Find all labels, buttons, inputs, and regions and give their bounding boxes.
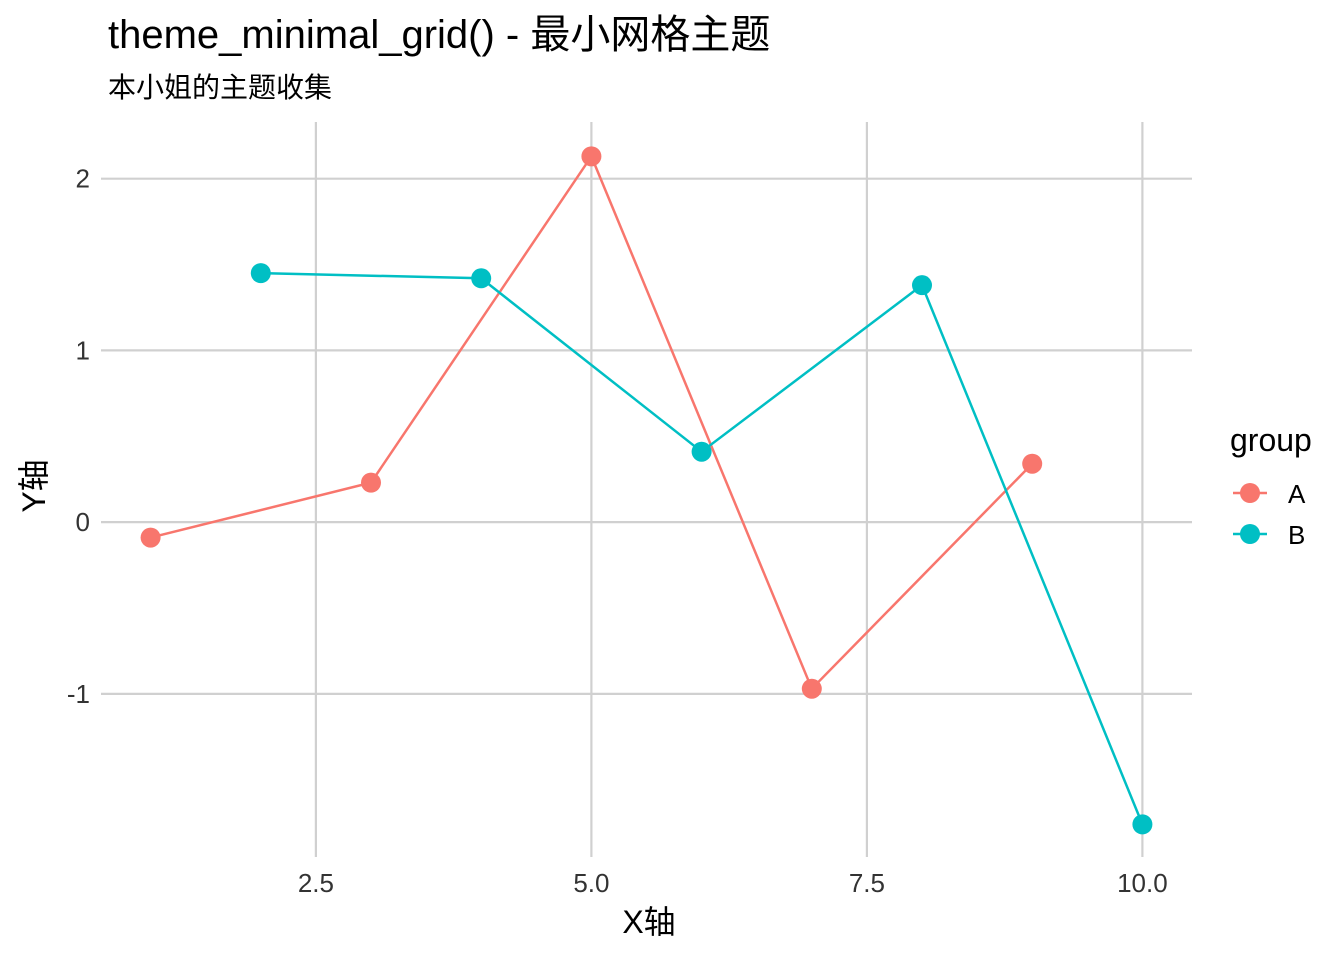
y-tick-labels: -1 0 1 2: [67, 164, 90, 709]
data-point: [140, 527, 161, 548]
legend-item: B: [1233, 520, 1305, 550]
legend-key-point: [1240, 524, 1260, 544]
legend: group AB: [1230, 422, 1312, 550]
data-point: [1022, 453, 1043, 474]
series-A: [140, 146, 1043, 699]
x-tick-label: 7.5: [849, 868, 885, 898]
x-tick-label: 5.0: [573, 868, 609, 898]
data-point: [801, 678, 822, 699]
chart-subtitle: 本小姐的主题收集: [108, 72, 332, 103]
y-tick-label: 0: [76, 507, 90, 537]
legend-item: A: [1233, 479, 1306, 509]
x-axis-title: X轴: [622, 904, 675, 940]
legend-title: group: [1230, 422, 1312, 458]
y-tick-label: 2: [76, 164, 90, 194]
legend-label: B: [1288, 520, 1305, 550]
data-point: [581, 146, 602, 167]
data-point: [360, 472, 381, 493]
chart-title: theme_minimal_grid() - 最小网格主题: [108, 13, 770, 57]
x-tick-labels: 2.5 5.0 7.5 10.0: [298, 868, 1168, 898]
x-tick-label: 2.5: [298, 868, 334, 898]
data-point: [471, 268, 492, 289]
legend-key-point: [1240, 483, 1260, 503]
data-point: [1132, 814, 1153, 835]
legend-label: A: [1288, 479, 1306, 509]
grid-lines: [101, 122, 1192, 857]
legend-items: AB: [1233, 479, 1306, 550]
x-tick-label: 10.0: [1117, 868, 1168, 898]
series-line: [260, 271, 1144, 825]
series-layer: [140, 146, 1153, 835]
data-point: [691, 441, 712, 462]
y-tick-label: -1: [67, 679, 90, 709]
data-point: [250, 263, 271, 284]
data-point: [912, 275, 933, 296]
series-B: [250, 263, 1153, 835]
y-axis-title: Y轴: [16, 459, 52, 512]
y-tick-label: 1: [76, 335, 90, 365]
